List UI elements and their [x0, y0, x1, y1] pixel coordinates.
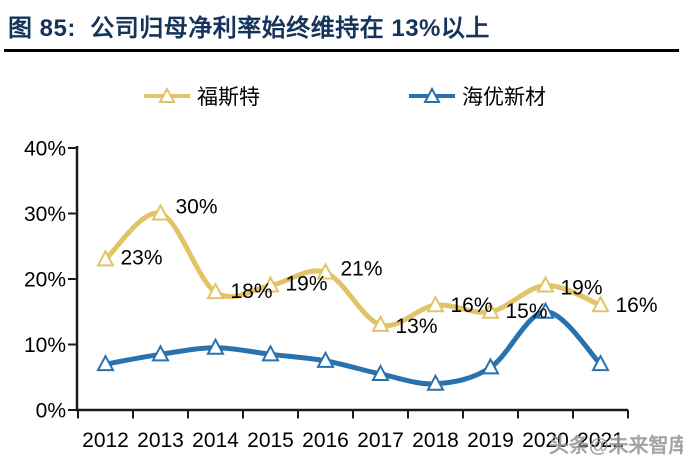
series-marker-0 [316, 262, 335, 280]
series-marker-0 [206, 281, 225, 300]
point-label: 16% [616, 294, 658, 317]
x-tick-label: 2014 [192, 429, 239, 452]
legend-item-foster: 福斯特 [143, 82, 260, 110]
point-label: 23% [121, 246, 163, 269]
point-label: 13% [396, 315, 438, 338]
series-marker-0 [591, 295, 610, 313]
series-marker-0 [96, 249, 115, 267]
y-tick-label: 30% [24, 203, 66, 226]
series-marker-0 [151, 203, 170, 221]
series-marker-0 [426, 295, 445, 313]
legend-label-foster: 福斯特 [197, 86, 260, 109]
series-marker-1 [316, 350, 335, 368]
x-tick-label: 2018 [412, 429, 459, 452]
title-divider [4, 49, 679, 52]
watermark: 头条@未来智库 [549, 435, 683, 457]
point-label: 15% [506, 300, 548, 323]
series-marker-0 [481, 301, 500, 319]
legend-item-haiyou: 海优新材 [408, 82, 546, 110]
series-marker-0 [371, 314, 390, 332]
series-marker-0 [536, 275, 555, 293]
series-marker-1 [591, 354, 610, 372]
figure-title: 图 85: 公司归母净利率始终维持在 13%以上 [8, 15, 490, 42]
y-tick-label: 40% [24, 138, 66, 161]
x-tick-label: 2015 [247, 429, 294, 452]
point-label: 16% [451, 294, 493, 317]
point-label: 30% [176, 196, 218, 219]
point-label: 21% [341, 257, 383, 280]
series-marker-1 [96, 354, 115, 372]
x-tick-label: 2021 [577, 429, 624, 452]
legend-label-haiyou: 海优新材 [462, 86, 546, 109]
series-marker-0 [261, 275, 280, 293]
x-tick-label: 2016 [302, 429, 349, 452]
chart-legend: 福斯特 海优新材 [0, 82, 683, 110]
x-tick-label: 2017 [357, 429, 404, 452]
point-label: 19% [561, 277, 603, 300]
x-tick-label: 2012 [82, 429, 129, 452]
x-tick-label: 2013 [137, 429, 184, 452]
y-tick-label: 20% [24, 269, 66, 292]
x-tick-label: 2019 [467, 429, 514, 452]
y-tick-label: 0% [36, 400, 66, 423]
series-marker-1 [371, 363, 390, 381]
series-marker-1 [481, 357, 500, 375]
legend-marker-haiyou-icon [409, 87, 455, 103]
point-label: 18% [231, 280, 273, 303]
series-marker-1 [206, 337, 225, 355]
x-tick-label: 2020 [522, 429, 569, 452]
legend-marker-foster-icon [144, 87, 190, 103]
series-marker-1 [261, 344, 280, 362]
series-line-1 [103, 309, 603, 387]
series-marker-1 [151, 344, 170, 362]
point-label: 19% [286, 273, 328, 296]
series-marker-1 [536, 301, 555, 319]
series-marker-1 [426, 373, 445, 391]
y-tick-label: 10% [24, 334, 66, 357]
series-line-0 [103, 210, 603, 329]
